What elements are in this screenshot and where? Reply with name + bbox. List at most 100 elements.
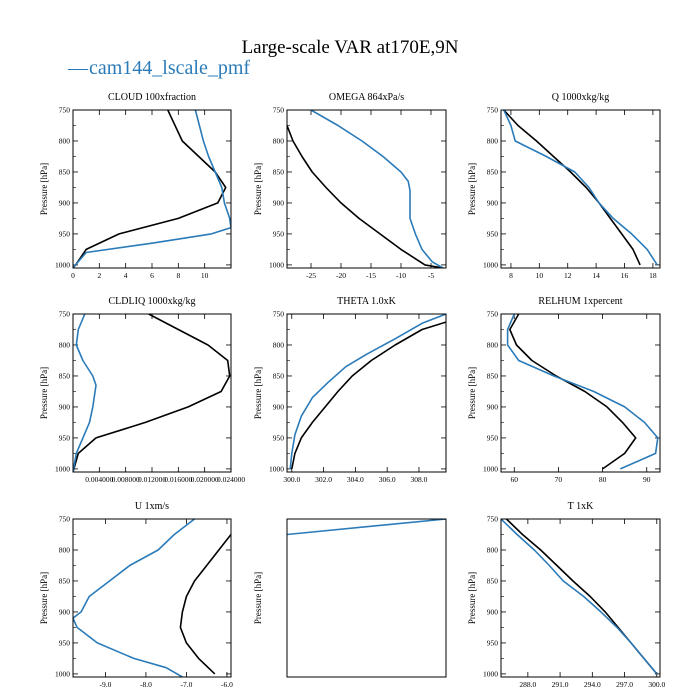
cloud-xtick-label: 10 [201,271,209,280]
theta-ytick-label: 800 [273,340,285,349]
cloud-ytick-label: 850 [59,167,71,176]
cloud-xtick-label: 4 [124,271,128,280]
omega-xtick-label: -20 [336,271,346,280]
cldliq-title: CLDLIQ 1000xkg/kg [109,296,196,307]
q-axes-frame [500,109,661,269]
t-axes-frame [500,518,661,678]
u-xtick-label: -8.0 [140,680,152,689]
omega-xtick-label: -10 [396,271,406,280]
t-ytick-label: 950 [487,638,499,647]
omega-ytick-label: 800 [273,136,285,145]
panels: CLOUD 100xfraction Pressure [hPa] 750 800 85… [39,92,665,689]
theta-xtick-label: 308.0 [411,475,428,484]
omega-ytick-label: 750 [273,106,285,115]
omega-xtick-label: -5 [428,271,434,280]
omega-ytick-label: 950 [273,229,285,238]
cldliq-ytick-label: 800 [59,340,71,349]
cldliq-ytick-label: 850 [59,371,71,380]
omega-xtick-label: -25 [306,271,316,280]
omega-xtick-label: -15 [366,271,376,280]
relhum-ytick-label: 750 [487,310,499,319]
legend: — cam144_lscale_pmf [67,57,250,79]
theta-series-blue-line [289,314,446,469]
q-ytick-label: 850 [487,167,499,176]
theta-panel: THETA 1.0xK Pressure [hPa] 750 800 850 900 950… [253,296,447,484]
cloud-xtick-label: 8 [176,271,180,280]
q-xtick-label: 8 [509,271,513,280]
cldliq-series-black-line [73,314,231,472]
t-ytick-label: 900 [487,607,499,616]
cldliq-ytick-label: 1000 [55,464,70,473]
u-xtick-label: -7.0 [180,680,192,689]
theta-ytick-label: 1000 [269,464,284,473]
cloud-title: CLOUD 100xfraction [108,92,196,103]
omega-panel: OMEGA 864xPa/s Pressure [hPa] 750 800 850 900… [253,92,447,280]
cloud-axes-frame [72,109,232,269]
q-ytick-label: 1000 [483,260,498,269]
relhum-xtick-label: 60 [511,475,519,484]
relhum-ytick-label: 850 [487,371,499,380]
cldliq-ylabel: Pressure [hPa] [39,367,49,419]
u-axes-frame [72,518,232,678]
theta-xtick-label: 302.0 [315,475,332,484]
panel8-series-blue-line [287,519,446,536]
omega-ytick-label: 900 [273,198,285,207]
relhum-axes-frame [500,313,661,473]
theta-ylabel: Pressure [hPa] [253,367,263,419]
t-title: T 1xK [568,501,594,512]
cloud-xtick-label: 0 [71,271,75,280]
theta-axes-frame [286,313,447,473]
u-xtick-label: -6.0 [221,680,233,689]
q-series-black-line [503,110,641,266]
relhum-title: RELHUM 1xpercent [538,296,622,307]
relhum-panel: RELHUM 1xpercent Pressure [hPa] 750 800 850 9… [467,296,661,484]
cldliq-axes-frame [72,313,232,473]
t-xtick-label: 291.0 [552,680,569,689]
relhum-ytick-label: 900 [487,402,499,411]
u-xtick-label: -9.0 [99,680,111,689]
theta-xtick-label: 306.0 [379,475,396,484]
cloud-series-black-line [73,110,227,268]
u-series-blue-line [73,519,195,677]
t-ytick-label: 750 [487,515,499,524]
q-ytick-label: 950 [487,229,499,238]
q-xtick-label: 10 [536,271,544,280]
q-ytick-label: 900 [487,198,499,207]
omega-series-blue-line [310,110,444,268]
cldliq-xtick-label: 0.004000 [85,475,113,484]
u-series-black-line [179,534,231,675]
legend-label: cam144_lscale_pmf [89,57,250,79]
relhum-xtick-label: 70 [555,475,563,484]
cldliq-xtick-label: 0.016000 [164,475,192,484]
cloud-panel: CLOUD 100xfraction Pressure [hPa] 750 800 85… [39,92,232,280]
relhum-ylabel: Pressure [hPa] [467,367,477,419]
t-ytick-label: 850 [487,576,499,585]
legend-marker: — [67,57,89,79]
t-ytick-label: 1000 [483,669,498,678]
u-ytick-label: 800 [59,545,71,554]
q-series-blue-line [503,110,658,266]
cldliq-xtick-label: 0.024000 [217,475,245,484]
cldliq-ytick-label: 900 [59,402,71,411]
cldliq-ytick-label: 750 [59,310,71,319]
relhum-ytick-label: 800 [487,340,499,349]
q-xtick-label: 18 [649,271,657,280]
theta-ytick-label: 900 [273,402,285,411]
theta-ytick-label: 950 [273,433,285,442]
cldliq-xtick-label: 0.012000 [138,475,166,484]
q-ytick-label: 800 [487,136,499,145]
q-xtick-label: 12 [564,271,572,280]
cldliq-xtick-label: 0.020000 [191,475,219,484]
omega-axes-frame [286,109,447,269]
panel8-ylabel: Pressure [hPa] [253,572,263,624]
cloud-ytick-label: 800 [59,136,71,145]
omega-ytick-label: 1000 [269,260,284,269]
cloud-ytick-label: 950 [59,229,71,238]
relhum-series-blue-line [506,314,659,470]
t-xtick-label: 294.0 [584,680,601,689]
theta-xtick-label: 300.0 [283,475,300,484]
t-panel: T 1xK Pressure [hPa] 750 800 850 900 950 1000 28… [467,501,665,689]
omega-title: OMEGA 864xPa/s [329,92,404,103]
u-ylabel: Pressure [hPa] [39,572,49,624]
